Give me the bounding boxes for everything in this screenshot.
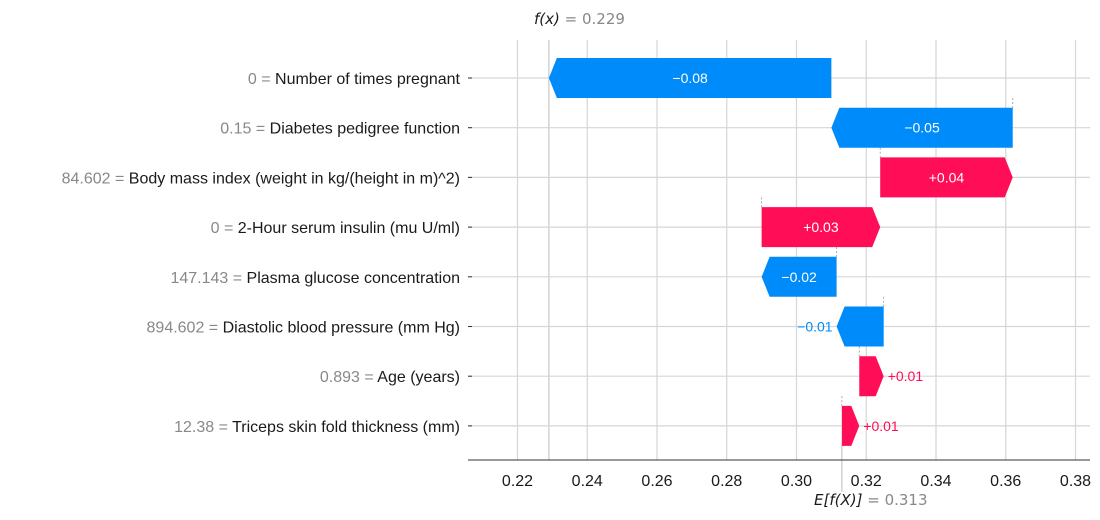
contribution-label: +0.01 [863,418,899,434]
negative-contribution-bar [836,306,884,347]
contribution-label: −0.02 [781,269,817,285]
x-tick-label: 0.22 [502,473,533,490]
contribution-label: −0.08 [672,70,708,86]
efx-annotation: E[f(X)] = 0.313 [814,491,928,509]
feature-name: Body mass index (weight in kg/(height in… [129,170,460,187]
feature-value: 894.602 = [147,320,223,337]
feature-label: 0 = 2-Hour serum insulin (mu U/ml) [211,220,460,237]
positive-contribution-bar [841,405,860,446]
feature-value: 147.143 = [170,270,246,287]
fx-eq: = [565,10,582,28]
x-tick-label: 0.38 [1060,473,1091,490]
fx-name: f(x) [534,10,560,28]
efx-eq: = [867,491,884,509]
feature-name: Number of times pregnant [275,71,461,88]
contribution-label: +0.03 [803,219,839,235]
x-tick-label: 0.28 [711,473,742,490]
positive-contribution-bar [880,157,1013,198]
feature-value: 0.15 = [220,121,269,138]
x-tick-label: 0.30 [781,473,812,490]
feature-value: 0 = [248,71,275,88]
feature-labels: 0 = Number of times pregnant 0.15 = Diabe… [62,71,461,436]
contribution-label: −0.01 [797,319,833,335]
negative-contribution-bar [761,256,837,297]
contribution-label: +0.01 [888,368,924,384]
efx-name: E[f(X)] [814,491,863,509]
x-tick-label: 0.24 [572,473,603,490]
x-axis: 0.22 0.24 0.26 0.28 0.30 0.32 0.34 0.36 0.38 [468,77,1091,490]
x-tick-label: 0.34 [920,473,951,490]
feature-label: 0.893 = Age (years) [320,369,460,386]
contribution-label: −0.05 [904,120,940,136]
x-tick-label: 0.36 [990,473,1021,490]
feature-label: 0.15 = Diabetes pedigree function [220,121,460,138]
feature-label: 147.143 = Plasma glucose concentration [170,270,460,287]
feature-value: 84.602 = [62,170,129,187]
x-tick-label: 0.32 [851,473,882,490]
feature-name: Diabetes pedigree function [270,121,460,138]
feature-value: 0.893 = [320,369,377,386]
positive-contribution-bar [859,356,884,397]
feature-label: 0 = Number of times pregnant [248,71,461,88]
x-tick-label: 0.26 [641,473,672,490]
feature-name: Triceps skin fold thickness (mm) [232,419,460,436]
connector-lines [761,98,1014,406]
feature-name: Diastolic blood pressure (mm Hg) [223,320,460,337]
fx-value: 0.229 [582,10,625,28]
contribution-label: +0.04 [929,169,965,185]
feature-label: 84.602 = Body mass index (weight in kg/(… [62,170,460,187]
negative-contribution-bar [548,58,832,98]
fx-annotation: f(x) = 0.229 [534,10,625,28]
feature-value: 0 = [211,220,238,237]
efx-value: 0.313 [885,491,928,509]
feature-value: 12.38 = [174,419,232,436]
bars: −0.08 −0.05 +0.04 +0.03 −0.02 −0.01 +0.01 +0.01 [548,58,1013,446]
feature-label: 894.602 = Diastolic blood pressure (mm H… [147,320,460,337]
feature-label: 12.38 = Triceps skin fold thickness (mm) [174,419,460,436]
negative-contribution-bar [831,107,1013,148]
feature-name: Age (years) [377,369,460,386]
positive-contribution-bar [761,207,881,248]
feature-name: Plasma glucose concentration [247,270,460,287]
feature-name: 2-Hour serum insulin (mu U/ml) [238,220,460,237]
